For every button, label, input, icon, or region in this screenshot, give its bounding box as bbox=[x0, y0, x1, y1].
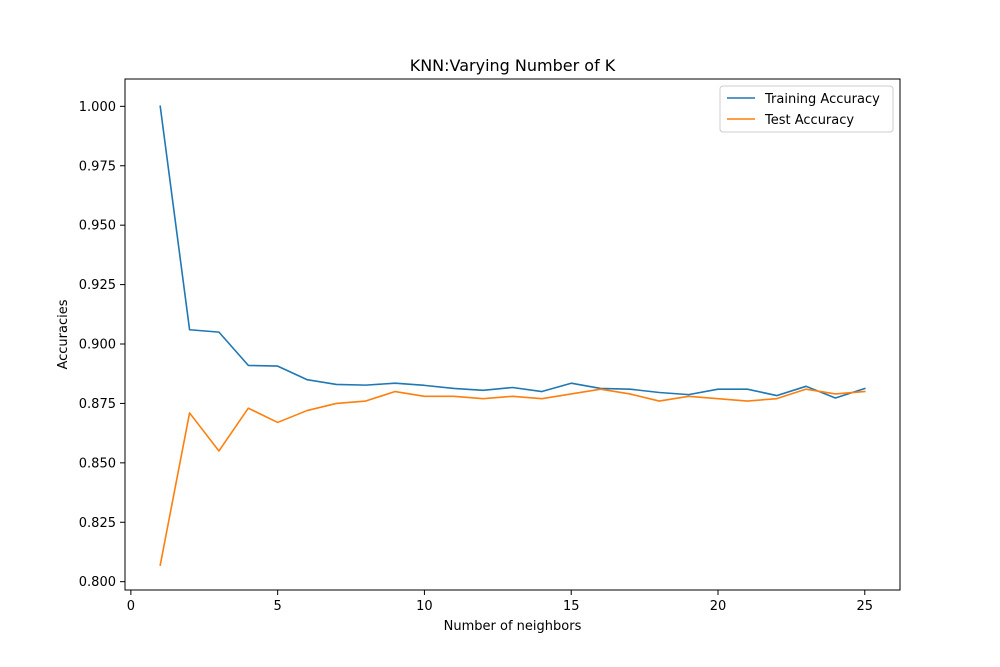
y-tick-label: 0.950 bbox=[79, 219, 116, 234]
y-tick-label: 1.000 bbox=[79, 100, 116, 115]
x-tick-label: 10 bbox=[416, 599, 433, 614]
y-tick-label: 0.975 bbox=[79, 159, 116, 174]
y-tick-label: 0.925 bbox=[79, 278, 116, 293]
x-tick-label: 20 bbox=[710, 599, 727, 614]
legend-label-training-accuracy: Training Accuracy bbox=[764, 92, 880, 107]
legend: Training Accuracy Test Accuracy bbox=[719, 85, 894, 133]
y-tick-label: 0.825 bbox=[79, 516, 116, 531]
x-axis: 0 5 10 15 20 25 bbox=[127, 590, 873, 614]
y-axis: 0.800 0.825 0.850 0.875 0.900 0.925 0.950 0.975… bbox=[79, 100, 125, 590]
x-axis-label: Number of neighbors bbox=[444, 619, 582, 634]
x-tick-label: 25 bbox=[856, 599, 873, 614]
y-tick-label: 0.850 bbox=[79, 456, 116, 471]
series-lines bbox=[159, 105, 866, 566]
x-tick-label: 5 bbox=[274, 599, 282, 614]
x-tick-label: 0 bbox=[127, 599, 135, 614]
y-tick-label: 0.900 bbox=[79, 338, 116, 353]
legend-label-test-accuracy: Test Accuracy bbox=[764, 113, 854, 128]
y-tick-label: 0.875 bbox=[79, 397, 116, 412]
chart-title: KNN:Varying Number of K bbox=[410, 56, 616, 75]
series-line-test-accuracy bbox=[159, 388, 866, 566]
y-tick-label: 0.800 bbox=[79, 575, 116, 590]
series-line-training-accuracy bbox=[159, 105, 866, 399]
x-tick-label: 15 bbox=[563, 599, 580, 614]
legend-box bbox=[719, 85, 894, 133]
plot-area bbox=[124, 78, 901, 591]
y-axis-label: Accuracies bbox=[56, 299, 71, 369]
